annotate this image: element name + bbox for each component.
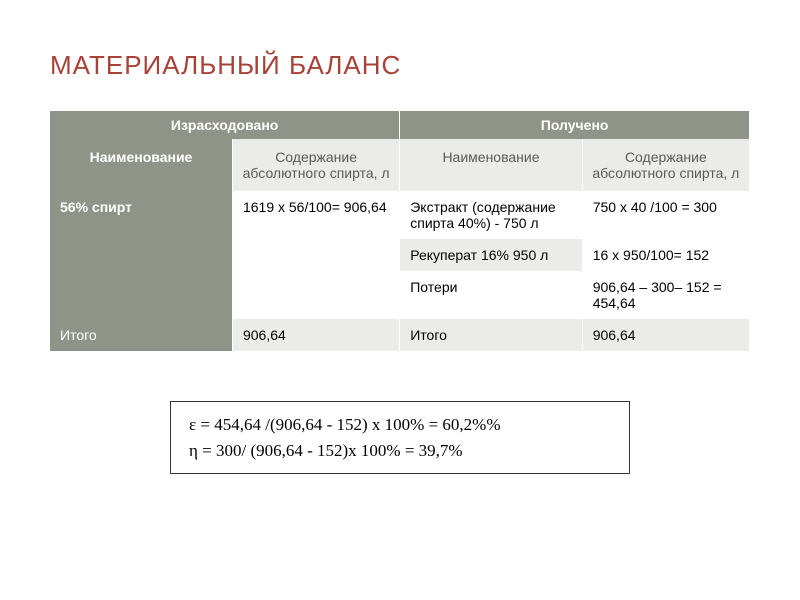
group-header-row: Израсходовано Получено bbox=[50, 111, 750, 139]
subheader-name-received: Наименование bbox=[400, 139, 582, 191]
spirit-label: 56% спирт bbox=[50, 191, 232, 319]
header-received: Получено bbox=[400, 111, 750, 139]
extract-label: Экстракт (содержание спирта 40%) - 750 л bbox=[400, 191, 582, 239]
subheader-name-spent: Наименование bbox=[50, 139, 232, 191]
recuperat-label: Рекуперат 16% 950 л bbox=[400, 239, 582, 271]
balance-table: Израсходовано Получено Наименование Соде… bbox=[50, 111, 750, 351]
extract-calc: 750 x 40 /100 = 300 bbox=[582, 191, 749, 239]
header-spent: Израсходовано bbox=[50, 111, 400, 139]
table-row: 56% спирт 1619 x 56/100= 906,64 Экстракт… bbox=[50, 191, 750, 239]
total-label-spent: Итого bbox=[50, 319, 232, 351]
total-spent: 906,64 bbox=[232, 319, 399, 351]
total-label-received: Итого bbox=[400, 319, 582, 351]
page-title: МАТЕРИАЛЬНЫЙ БАЛАНС bbox=[50, 50, 750, 81]
losses-label: Потери bbox=[400, 271, 582, 319]
recuperat-calc: 16 x 950/100= 152 bbox=[582, 239, 749, 271]
formula-eta: η = 300/ (906,64 - 152)x 100% = 39,7% bbox=[189, 438, 611, 464]
subheader-content-received: Содержание абсолютного спирта, л bbox=[582, 139, 749, 191]
table-row-total: Итого 906,64 Итого 906,64 bbox=[50, 319, 750, 351]
losses-calc: 906,64 – 300– 152 = 454,64 bbox=[582, 271, 749, 319]
formula-box: ε = 454,64 /(906,64 - 152) x 100% = 60,2… bbox=[170, 401, 630, 474]
subheader-content-spent: Содержание абсолютного спирта, л bbox=[232, 139, 399, 191]
formula-epsilon: ε = 454,64 /(906,64 - 152) x 100% = 60,2… bbox=[189, 412, 611, 438]
sub-header-row: Наименование Содержание абсолютного спир… bbox=[50, 139, 750, 191]
spirit-calc: 1619 x 56/100= 906,64 bbox=[232, 191, 399, 319]
total-received: 906,64 bbox=[582, 319, 749, 351]
